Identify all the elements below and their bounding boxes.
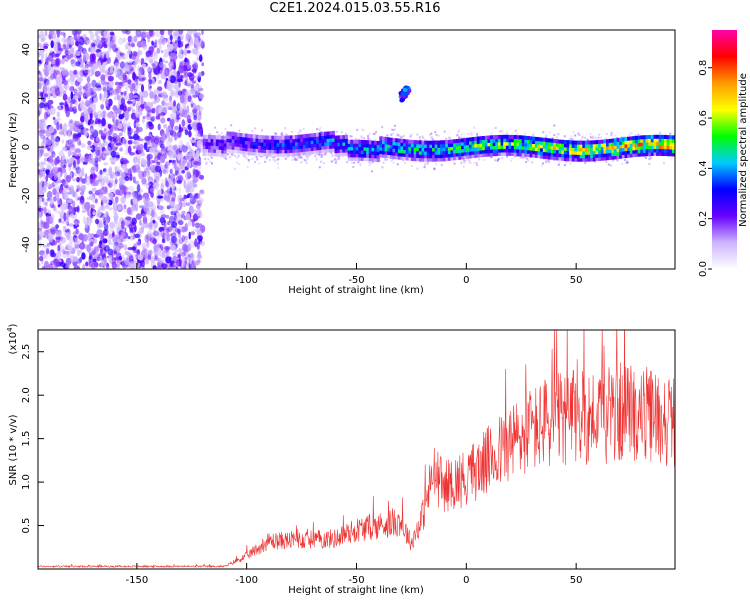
snr-series-line — [38, 330, 675, 569]
colorbar: 0.0 0.2 0.4 0.6 0.8 Normalized spectral ampl… — [698, 30, 749, 277]
colorbar-tick-label: 0.2 — [698, 211, 709, 227]
colorbar-tick-label: 0.6 — [698, 110, 709, 126]
snr-x-tick-label: -100 — [235, 575, 258, 586]
snr-x-tick-label: 50 — [570, 575, 583, 586]
spectrogram-x-tick-label: 0 — [463, 275, 469, 286]
colorbar-tick-label: 0.8 — [698, 60, 709, 76]
spectrogram-y-tick-label: 0 — [21, 144, 32, 150]
snr-y-tick-label: 0.5 — [21, 518, 32, 534]
spectrogram-y-tick-label: 20 — [21, 92, 32, 105]
colorbar-ticks: 0.0 0.2 0.4 0.6 0.8 — [698, 60, 712, 277]
snr-y-label: SNR (10 * v/v) — [8, 414, 19, 485]
spectrogram-x-tick-label: -150 — [125, 275, 148, 286]
colorbar-label: Normalized spectral amplitude — [738, 73, 749, 227]
snr-x-label: Height of straight line (km) — [288, 585, 424, 596]
snr-x-ticks: -150 -100 -50 0 50 — [125, 563, 583, 586]
spectrogram-y-label: Frequency (Hz) — [8, 112, 19, 188]
colorbar-gradient — [712, 30, 737, 269]
snr-x-tick-label: -50 — [348, 575, 364, 586]
snr-multiplier: (x104) — [6, 323, 19, 354]
snr-plot: -150 -100 -50 0 50 0.5 1.0 1.5 2.0 2.5 Height of… — [6, 323, 676, 596]
snr-y-tick-label: 2.0 — [21, 387, 32, 403]
snr-y-tick-label: 1.5 — [21, 431, 32, 447]
spectrogram-plot: -150 -100 -50 0 50 -40 -20 0 20 40 Height of str… — [8, 29, 676, 296]
snr-x-tick-label: -150 — [125, 575, 148, 586]
spectrogram-y-tick-label: 40 — [21, 43, 32, 56]
snr-y-ticks: 0.5 1.0 1.5 2.0 2.5 — [21, 344, 44, 534]
spectrogram-x-tick-label: -100 — [235, 275, 258, 286]
spectrogram-cells — [38, 30, 675, 269]
spectrogram-y-tick-label: -40 — [21, 236, 32, 252]
snr-y-tick-label: 2.5 — [21, 344, 32, 360]
spectrogram-y-ticks: -40 -20 0 20 40 — [21, 43, 44, 253]
chart-title: C2E1.2024.015.03.55.R16 — [269, 1, 441, 16]
snr-y-tick-label: 1.0 — [21, 474, 32, 490]
spectrogram-y-tick-label: -20 — [21, 188, 32, 204]
spectrogram-x-ticks: -150 -100 -50 0 50 — [125, 263, 583, 286]
spectrogram-x-tick-label: -50 — [348, 275, 364, 286]
spectrogram-x-tick-label: 50 — [570, 275, 583, 286]
spectrogram-x-label: Height of straight line (km) — [288, 285, 424, 296]
snr-x-tick-label: 0 — [463, 575, 469, 586]
colorbar-tick-label: 0.0 — [698, 261, 709, 277]
colorbar-tick-label: 0.4 — [698, 160, 709, 176]
